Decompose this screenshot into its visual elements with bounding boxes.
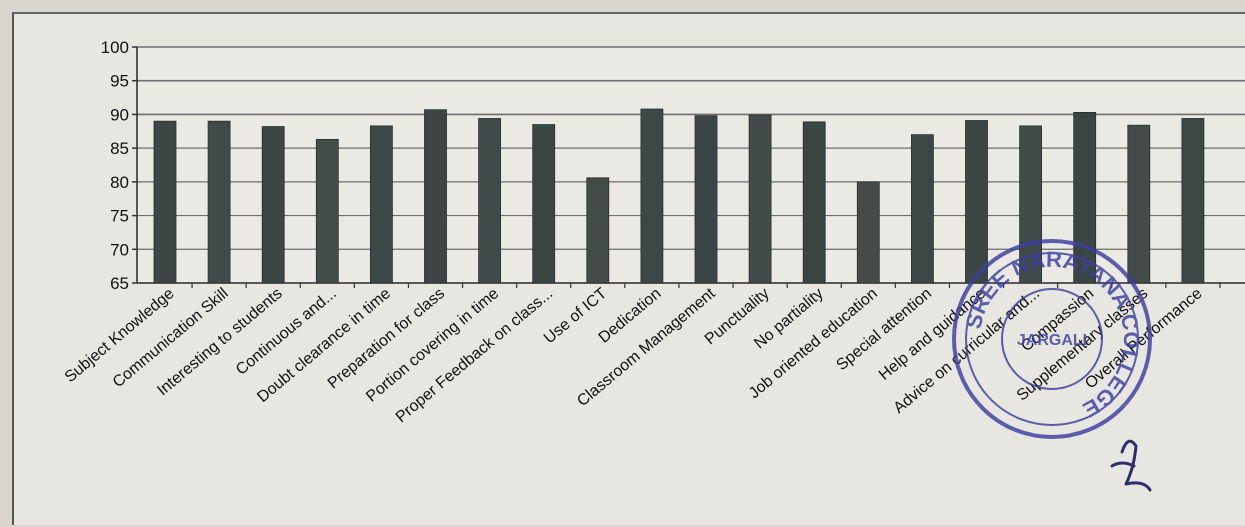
stamp-middle-ring (965, 252, 1139, 426)
x-tick-label-15: Special attention (833, 285, 935, 374)
bar-1 (153, 120, 177, 284)
y-tick-label-80: 80 (110, 173, 129, 192)
bar-16 (965, 120, 988, 284)
y-tick-label-70: 70 (110, 240, 129, 259)
bar-19 (1127, 124, 1151, 284)
bar-7 (478, 118, 502, 284)
bar-5 (369, 125, 393, 284)
bar-9 (586, 177, 610, 284)
bar-2 (207, 120, 231, 284)
bar-20 (1181, 118, 1205, 284)
bar-6 (424, 109, 447, 284)
y-tick-label-100: 100 (101, 38, 129, 57)
bar-4 (315, 138, 339, 284)
stamp-outer-ring (952, 239, 1152, 439)
y-tick-label-65: 65 (110, 274, 129, 293)
stamp-inner-text: JARGALI (1017, 332, 1087, 349)
bar-18 (1073, 112, 1097, 284)
y-tick-label-75: 75 (110, 207, 129, 226)
bar-12 (748, 114, 772, 284)
bar-8 (532, 124, 556, 284)
signature-scribble (1110, 439, 1152, 492)
bar-10 (640, 108, 664, 284)
stamp-inner-ring (1001, 288, 1103, 390)
y-tick-label-90: 90 (110, 105, 129, 124)
chart-frame: 65 70 75 80 85 90 95 100 Subject Knowledge Commun… (12, 12, 1245, 525)
bar-3 (261, 126, 285, 284)
bar-13 (802, 121, 826, 284)
bar-14 (856, 181, 880, 284)
y-tick-label-95: 95 (110, 72, 129, 91)
bar-15 (911, 134, 934, 284)
bar-11 (694, 115, 718, 284)
x-tick-label-4: Continuous and... (233, 285, 340, 379)
y-tick-label-85: 85 (110, 139, 129, 158)
